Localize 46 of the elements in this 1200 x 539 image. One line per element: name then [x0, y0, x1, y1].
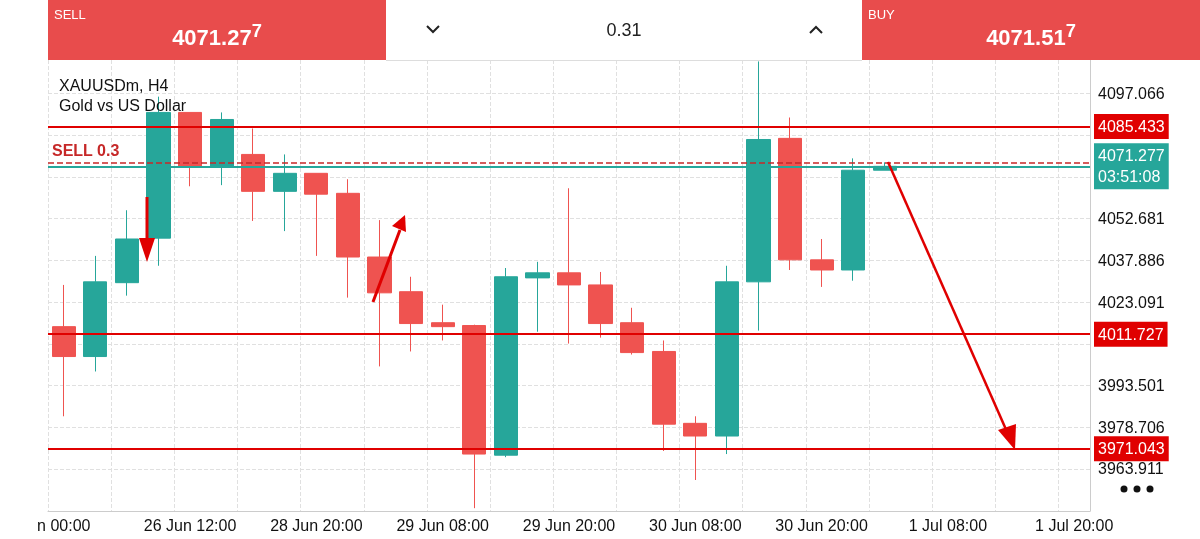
- candlestick: [304, 172, 328, 257]
- y-tick-label: 4052.681: [1098, 210, 1165, 228]
- candlestick: [620, 307, 644, 356]
- ref-line-label: 4085.433: [1098, 117, 1165, 135]
- candlestick: [399, 276, 423, 352]
- candlestick: [683, 415, 707, 481]
- candlestick: [652, 339, 676, 452]
- y-tick-label: 3993.501: [1098, 377, 1165, 395]
- text: BUY: [868, 7, 895, 22]
- text: 4071.27$^{7}$: [172, 20, 262, 51]
- candlestick: [778, 117, 802, 271]
- x-tick-label: 30 Jun 08:00: [649, 516, 742, 534]
- x-tick-label: 28 Jun 20:00: [270, 516, 363, 534]
- x-tick-label: n 00:00: [37, 516, 91, 534]
- candlestick: [810, 238, 834, 288]
- x-tick-label: 29 Jun 20:00: [522, 516, 616, 534]
- text: XAUUSDm, H4: [59, 76, 169, 94]
- y-tick-label: 4023.091: [1098, 293, 1165, 311]
- candlestick: [494, 267, 518, 458]
- candlestick: [83, 255, 107, 372]
- candlestick: [462, 324, 486, 509]
- y-tick-label: 4037.886: [1098, 251, 1165, 269]
- x-tick-label: 26 Jun 12:00: [143, 516, 237, 534]
- x-tick-label: 1 Jul 08:00: [908, 516, 988, 534]
- candlestick: [431, 304, 455, 341]
- x-tick-label: 29 Jun 08:00: [396, 516, 490, 534]
- x-tick-label: 1 Jul 20:00: [1035, 516, 1114, 534]
- candlestick: [525, 261, 550, 333]
- x-tick-label: 30 Jun 20:00: [775, 516, 868, 534]
- candlestick: [588, 271, 613, 339]
- candlestick: [336, 178, 360, 299]
- text: 4071.51$^{7}$: [986, 20, 1076, 51]
- candlestick: [52, 284, 76, 417]
- y-tick-label: 4097.066: [1098, 85, 1165, 103]
- candlestick: [178, 111, 202, 187]
- candlestick: [715, 265, 739, 455]
- ref-line-label: 4011.727: [1098, 325, 1164, 343]
- candlestick: [557, 187, 581, 345]
- text: SELL: [54, 7, 86, 22]
- ref-line-label: 3971.043: [1098, 440, 1165, 458]
- ref-line-label: 4071.277 03:51:08: [1098, 147, 1165, 186]
- text: 0.31: [605, 20, 643, 41]
- ref-line-label: SELL 0.3: [52, 141, 120, 159]
- y-tick-label: 3963.911: [1098, 460, 1164, 478]
- candlestick: [241, 128, 265, 222]
- y-tick-label: 3978.706: [1098, 418, 1165, 436]
